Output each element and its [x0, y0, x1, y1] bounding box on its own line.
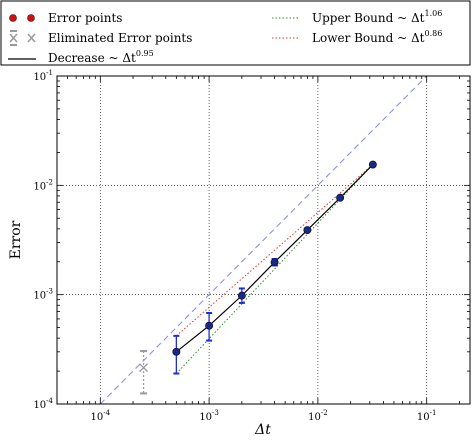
reference-line — [99, 75, 428, 405]
reference-layer — [99, 75, 428, 405]
legend-box — [0, 0, 471, 66]
legend-lower-label: Lower Bound ~ Δt0.86 — [312, 29, 442, 45]
x-tick-label-0: 10-4 — [91, 409, 111, 423]
lower-bound-line — [176, 164, 374, 337]
data-layer — [139, 160, 377, 395]
x-tick-label-2: 10-2 — [308, 409, 328, 423]
y-tick-label-0: 10-4 — [33, 397, 53, 411]
plot-frame — [56, 75, 471, 405]
error-point-2 — [237, 291, 246, 300]
y-tick-label-2: 10-2 — [33, 178, 53, 192]
eliminated-point-x-0 — [139, 363, 149, 373]
x-axis-label: Δt — [254, 422, 271, 438]
legend-eliminated-marker — [9, 30, 36, 46]
ticks: 10-4 10-3 10-2 10-1 10-4 10-3 10-2 10-1 — [33, 69, 470, 423]
legend-upper-label: Upper Bound ~ Δt1.06 — [312, 9, 442, 25]
grid — [57, 76, 470, 404]
x-tick-label-1: 10-3 — [199, 409, 219, 423]
x-tick-label-3: 10-1 — [417, 409, 437, 423]
error-point-1 — [205, 321, 214, 330]
error-point-5 — [336, 193, 345, 202]
legend-error-marker-1 — [9, 14, 17, 22]
error-point-3 — [270, 258, 279, 267]
legend-error-points-label: Error points — [48, 11, 122, 25]
legend-eliminated-label: Eliminated Error points — [48, 31, 192, 45]
legend: Error points Eliminated Error points Dec… — [8, 9, 442, 65]
y-axis-label: Error — [8, 220, 24, 259]
error-point-6 — [368, 160, 377, 169]
y-tick-label-3: 10-1 — [33, 69, 53, 83]
error-point-0 — [172, 347, 181, 356]
y-tick-label-1: 10-3 — [33, 288, 53, 302]
legend-decrease-label: Decrease ~ Δt0.95 — [48, 49, 154, 65]
legend-error-marker-2 — [27, 14, 35, 22]
error-point-4 — [303, 226, 312, 234]
